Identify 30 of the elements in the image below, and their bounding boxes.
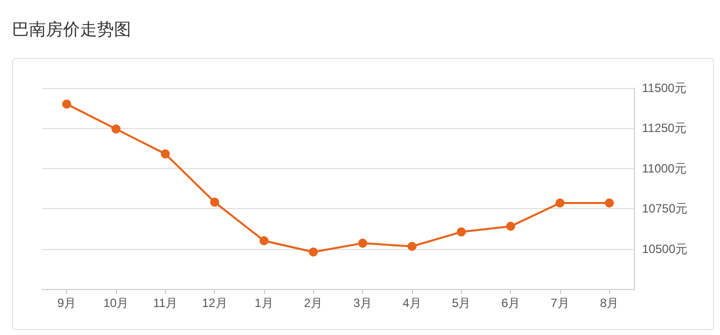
point [62,100,72,109]
point [160,149,170,158]
chart-title: 巴南房价走势图 [12,19,131,41]
x-tick-label: 8月 [600,296,619,310]
x-tick-label: 2月 [304,296,323,310]
x-tick-label: 1月 [254,296,274,310]
point [556,198,564,208]
point [260,236,268,246]
point [456,227,466,236]
y-tick-label: 10500元 [642,242,688,256]
x-tick-label: 4月 [402,296,422,310]
point [308,248,318,257]
y-tick-label: 11500元 [642,81,686,95]
y-tick-label: 11000元 [642,161,686,176]
x-tick-label: 12月 [202,296,228,310]
point [358,238,368,248]
x-tick-label: 9月 [57,296,76,310]
x-tick-label: 6月 [501,296,520,310]
x-tick-label: 11月 [153,296,178,310]
x-tick-label: 10月 [103,296,129,310]
x-tick-label: 7月 [550,296,570,310]
point [506,222,516,231]
x-tick-label: 3月 [353,296,372,310]
x-tick-label: 5月 [452,296,471,310]
y-tick-label: 10750元 [642,202,688,216]
point [112,124,120,134]
point [210,198,220,207]
y-tick-label: 11250元 [642,121,686,136]
point [408,242,416,251]
point [604,198,614,208]
